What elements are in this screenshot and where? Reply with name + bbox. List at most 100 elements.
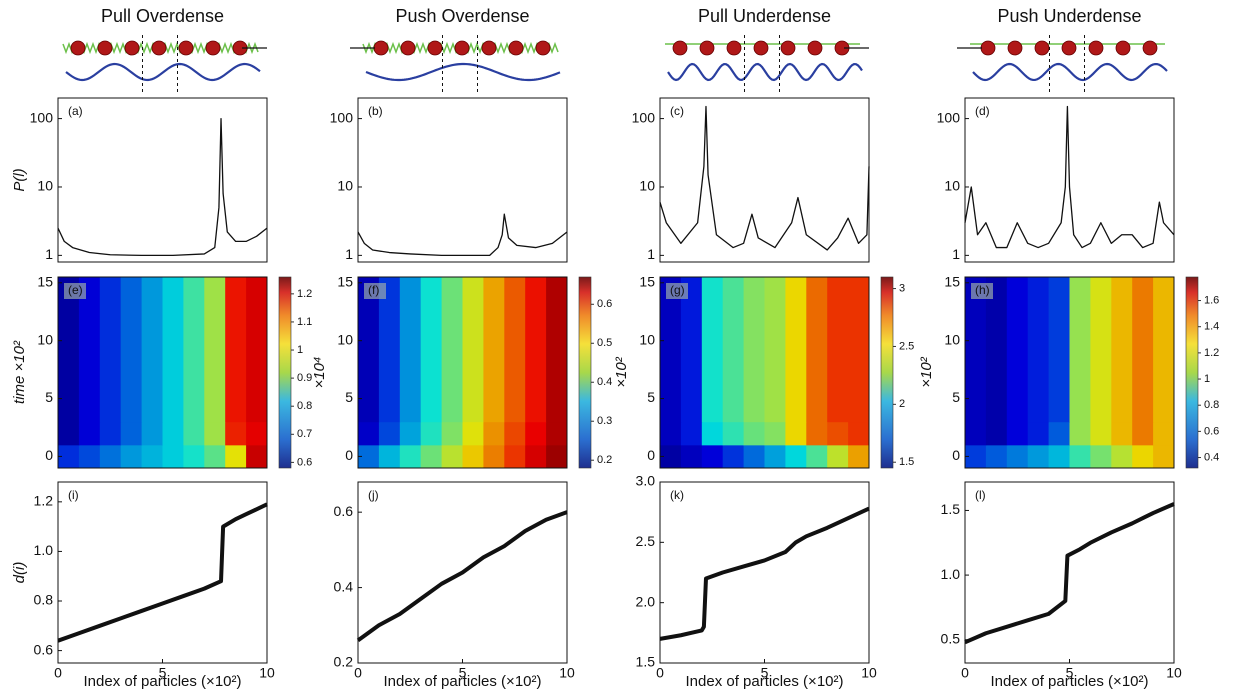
heat-cell — [141, 421, 163, 446]
column-title: Push Overdense — [395, 6, 529, 26]
heat-cell — [246, 277, 268, 423]
x-tick-label: 10 — [559, 665, 575, 681]
particle — [1007, 40, 1023, 56]
heat-cell — [743, 277, 765, 423]
panel-label: (j) — [368, 488, 379, 502]
heat-cell — [1069, 277, 1091, 423]
heat-cell — [1132, 444, 1154, 469]
y-tick-label: 10 — [639, 178, 655, 194]
particle — [178, 40, 194, 56]
panel-label: (i) — [68, 488, 79, 502]
heat-cell — [1111, 421, 1133, 446]
heat-cell — [1048, 421, 1070, 446]
panel-badge — [971, 283, 993, 299]
heat-cell — [1048, 444, 1070, 469]
heat-cell — [764, 444, 786, 469]
colorbar — [278, 276, 292, 469]
particle — [427, 40, 443, 56]
heat-cell — [378, 277, 401, 423]
heat-cell — [806, 421, 828, 446]
heat-cell — [743, 421, 765, 446]
data-line — [964, 502, 1175, 645]
y-tick-label: 0.4 — [334, 578, 354, 594]
colorbar-label: 0.5 — [597, 337, 612, 349]
plot-frame — [964, 276, 1175, 469]
y-tick-label: 10 — [337, 178, 353, 194]
heat-cell — [701, 277, 724, 423]
heat-cell — [827, 421, 849, 446]
panel-label: (c) — [670, 104, 684, 118]
heat-cell — [1027, 421, 1050, 446]
particle — [1088, 40, 1104, 56]
heat-cell — [58, 277, 80, 423]
heat-cell — [141, 277, 163, 423]
colorbar-label: 0.8 — [1204, 399, 1219, 411]
colorbar-label: 1.1 — [297, 316, 312, 328]
heat-cell — [183, 444, 205, 469]
x-tick-label: 10 — [1166, 665, 1182, 681]
heat-cell — [1069, 421, 1091, 446]
heat-cell — [78, 277, 101, 423]
y-tick-label: 0.6 — [34, 641, 54, 657]
heat-cell — [806, 277, 828, 423]
colorbar-label: 0.2 — [597, 454, 612, 466]
y-tick-label: 2.0 — [636, 593, 656, 609]
heat-cell — [225, 277, 247, 423]
panel-badge — [666, 283, 688, 299]
y-tick-label: 1 — [952, 246, 960, 262]
heat-cell — [399, 444, 422, 469]
y-tick-label: 100 — [330, 109, 354, 125]
heat-cell — [420, 421, 443, 446]
heat-cell — [701, 421, 724, 446]
heat-cell — [1153, 444, 1175, 469]
y-tick-label: 15 — [639, 273, 655, 289]
panel-label: (h) — [975, 283, 990, 297]
particle — [454, 40, 470, 56]
heat-cell — [722, 421, 745, 446]
y-tick-label: 10 — [944, 178, 960, 194]
colorbar-label: 0.3 — [597, 415, 612, 427]
heat-cell — [204, 421, 226, 446]
heat-cell — [162, 277, 184, 423]
y-tick-label: 0.2 — [334, 654, 354, 670]
plot-frame — [659, 97, 870, 263]
column-title: Push Underdense — [997, 6, 1141, 26]
panel-label: (g) — [670, 283, 685, 297]
x-tick-label: 5 — [459, 665, 467, 681]
heat-cell — [1090, 277, 1112, 423]
heat-cell — [183, 277, 205, 423]
wave — [365, 62, 561, 82]
heat-cell — [483, 444, 505, 469]
panel-label: (e) — [68, 283, 83, 297]
heat-cell — [827, 444, 849, 469]
heat-cell — [660, 421, 682, 446]
y-tick-label: 1.0 — [34, 542, 54, 558]
heat-cell — [58, 444, 80, 469]
plot-frame — [964, 97, 1175, 263]
x-axis-label: Index of particles (×10²) — [84, 673, 242, 689]
y-tick-label: 100 — [632, 109, 656, 125]
heat-cell — [162, 444, 184, 469]
heat-cell — [680, 421, 703, 446]
y-tick-label: 15 — [944, 273, 960, 289]
heat-cell — [441, 421, 463, 446]
heat-cell — [420, 444, 443, 469]
y-tick-label: 1.5 — [636, 654, 656, 670]
y-tick-label: 5 — [345, 389, 353, 405]
panel-badge — [364, 283, 386, 299]
heat-cell — [806, 444, 828, 469]
y-tick-label: 100 — [937, 109, 961, 125]
heat-cell — [483, 277, 505, 423]
heat-cell — [985, 421, 1008, 446]
y-tick-label: 10 — [944, 331, 960, 347]
heat-cell — [525, 277, 547, 423]
colorbar-label: 1 — [1204, 373, 1210, 385]
heat-cell — [99, 444, 122, 469]
wave — [65, 62, 261, 82]
y-tick-label: 1 — [45, 246, 53, 262]
heat-cell — [1006, 277, 1029, 423]
y-tick-label: 10 — [639, 331, 655, 347]
panel-label: (k) — [670, 488, 684, 502]
y-tick-label: 0.6 — [334, 503, 354, 519]
heat-cell — [441, 277, 463, 423]
